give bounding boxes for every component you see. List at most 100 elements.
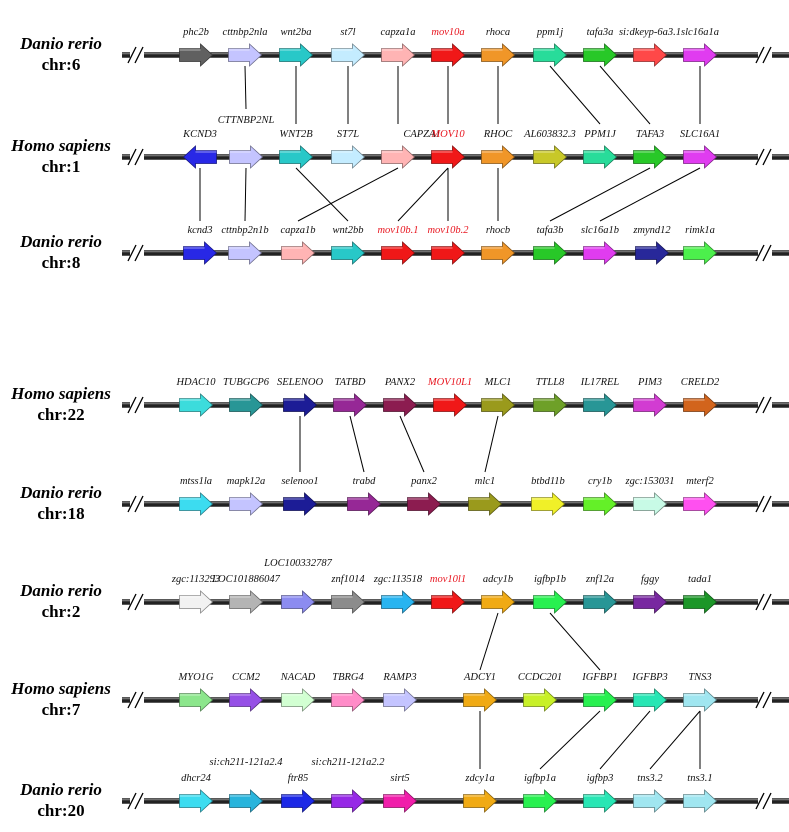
gene-arrow-icon: IGFBP3 <box>631 672 668 712</box>
gene-arrow-icon: IL17REL <box>580 377 619 417</box>
gene-arrow-icon: capza1b <box>281 225 316 265</box>
species-name: Homo sapiens <box>10 136 111 155</box>
track-chr-8: Danio rerio chr:8 kcnd3 cttnbp2n1b capza1b wn… <box>19 225 789 272</box>
gene-label: cry1b <box>588 476 612 487</box>
gene-arrow-icon: slc16a1b <box>581 225 619 265</box>
ortholog-link <box>549 167 651 222</box>
ortholog-link <box>599 65 651 125</box>
ortholog-link <box>539 710 601 770</box>
gene-arrow-icon: CRELD2 <box>681 377 720 417</box>
chromosome-break-icon <box>755 691 772 709</box>
gene-label: SELENOO <box>277 377 324 388</box>
track-chr-20: Danio rerio chr:20 dhcr24 si:ch211-121a2.4 f… <box>19 757 789 820</box>
gene-arrow-icon: mterf2 <box>683 476 718 516</box>
gene-label: phc2b <box>182 27 209 38</box>
gene-arrow-icon: TAFA3 <box>633 129 668 169</box>
gene-label: panx2 <box>410 476 437 487</box>
species-name: Homo sapiens <box>10 384 111 403</box>
chromosome-break-icon <box>127 46 144 64</box>
species-name: Danio rerio <box>19 581 102 600</box>
gene-arrow-icon: si:dkeyp-6a3.1 <box>619 27 681 67</box>
gene-arrow-icon: ppm1j <box>533 27 568 67</box>
gene-arrow-icon: wnt2bb <box>331 225 366 265</box>
gene-arrow-icon: NACAD <box>280 672 316 712</box>
gene-arrow-icon: MOV10L1 <box>427 377 472 417</box>
gene-label: CCM2 <box>232 672 261 683</box>
ortholog-link <box>297 167 399 222</box>
gene-label: zdcy1a <box>464 773 494 784</box>
gene-arrow-icon: mtss1la <box>179 476 214 516</box>
gene-arrow-icon: rhocb <box>481 225 516 265</box>
gene-arrow-icon: zgc:153031 <box>625 476 675 516</box>
gene-arrow-icon: zgc:113518 <box>373 574 423 614</box>
gene-arrow-icon: KCND3 <box>182 129 217 169</box>
gene-label: si:dkeyp-6a3.1 <box>619 27 681 38</box>
gene-label: WNT2B <box>279 129 313 140</box>
chromosome-label: chr:20 <box>37 801 84 820</box>
species-name: Danio rerio <box>19 483 102 502</box>
gene-label: ppm1j <box>536 27 563 38</box>
gene-label: ST7L <box>337 129 359 140</box>
chromosome-break-icon <box>127 792 144 810</box>
ortholog-link <box>479 612 499 671</box>
gene-label: capza1a <box>381 27 416 38</box>
species-name: Danio rerio <box>19 34 102 53</box>
chromosome-label: chr:18 <box>37 504 84 523</box>
gene-arrow-icon: phc2b <box>179 27 214 67</box>
gene-label: IGFBP3 <box>631 672 668 683</box>
gene-arrow-icon: RHOC <box>481 129 516 169</box>
gene-label: selenoo1 <box>281 476 318 487</box>
gene-label: si:ch211-121a2.4 <box>209 757 283 768</box>
gene-label: LOC101886047 <box>211 574 280 585</box>
chromosome-break-icon <box>127 396 144 414</box>
gene-label: mapk12a <box>227 476 266 487</box>
gene-label: dhcr24 <box>181 773 211 784</box>
chromosome-break-icon <box>755 244 772 262</box>
gene-arrow-icon: tafa3a <box>583 27 618 67</box>
gene-label: wnt2bb <box>333 225 364 236</box>
links-layer <box>199 65 701 770</box>
ortholog-link <box>599 167 701 222</box>
gene-arrow-icon: dhcr24 <box>179 773 214 813</box>
gene-arrow-icon: sirt5 <box>383 773 418 813</box>
gene-label: slc16a1b <box>581 225 619 236</box>
gene-arrow-icon: PANX2 <box>383 377 418 417</box>
gene-arrow-icon: PPM1J <box>583 129 618 169</box>
gene-label: CTTNBP2NL <box>218 115 275 126</box>
gene-label: rhoca <box>486 27 510 38</box>
tracks-layer: Danio rerio chr:6 phc2b cttnbp2nla wnt2ba st7… <box>10 27 789 820</box>
ortholog-link <box>397 167 449 222</box>
gene-arrow-icon: MYO1G <box>177 672 214 712</box>
gene-arrow-icon: MLC1 <box>481 377 516 417</box>
gene-arrow-icon: cttnbp2nla <box>223 27 267 67</box>
species-name: Danio rerio <box>19 780 102 799</box>
chromosome-label: chr:6 <box>42 55 81 74</box>
gene-label: TATBD <box>335 377 366 388</box>
chromosome-label: chr:1 <box>42 157 81 176</box>
gene-arrow-icon: RAMP3 <box>382 672 418 712</box>
gene-arrow-icon: IGFBP1 <box>581 672 618 712</box>
gene-arrow-icon: CCM2 <box>229 672 264 712</box>
chromosome-label: chr:2 <box>42 602 81 621</box>
gene-label: IGFBP1 <box>581 672 618 683</box>
chromosome-break-icon <box>127 593 144 611</box>
chromosome-break-icon <box>755 593 772 611</box>
gene-label: TNS3 <box>688 672 711 683</box>
gene-arrow-icon: cry1b <box>583 476 618 516</box>
gene-arrow-icon: mov10a <box>431 27 466 67</box>
gene-arrow-icon: CCDC201 <box>518 672 562 712</box>
ortholog-link <box>244 167 247 222</box>
gene-label: zmynd12 <box>632 225 671 236</box>
gene-arrow-icon: SELENOO <box>277 377 324 417</box>
gene-label: PPM1J <box>583 129 617 140</box>
gene-label: ADCY1 <box>463 672 496 683</box>
gene-label: NACAD <box>280 672 316 683</box>
gene-arrow-icon: trabd <box>347 476 382 516</box>
gene-arrow-icon: HDAC10 <box>175 377 216 417</box>
gene-arrow-icon: capza1a <box>381 27 416 67</box>
gene-arrow-icon: PIM3 <box>633 377 668 417</box>
gene-label: zgc:113293 <box>171 574 220 585</box>
